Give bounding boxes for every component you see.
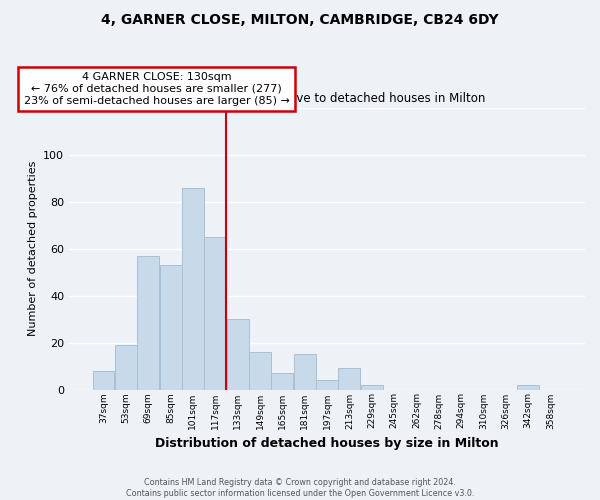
Bar [137, 256, 159, 390]
Bar [271, 373, 293, 390]
X-axis label: Distribution of detached houses by size in Milton: Distribution of detached houses by size … [155, 437, 499, 450]
Bar [182, 188, 204, 390]
Text: Contains HM Land Registry data © Crown copyright and database right 2024.
Contai: Contains HM Land Registry data © Crown c… [126, 478, 474, 498]
Bar [205, 237, 226, 390]
Bar [517, 385, 539, 390]
Y-axis label: Number of detached properties: Number of detached properties [28, 161, 38, 336]
Bar [92, 370, 115, 390]
Bar [249, 352, 271, 390]
Text: 4, GARNER CLOSE, MILTON, CAMBRIDGE, CB24 6DY: 4, GARNER CLOSE, MILTON, CAMBRIDGE, CB24… [101, 12, 499, 26]
Title: Size of property relative to detached houses in Milton: Size of property relative to detached ho… [169, 92, 486, 106]
Bar [115, 345, 137, 390]
Bar [338, 368, 361, 390]
Bar [361, 385, 383, 390]
Bar [294, 354, 316, 390]
Text: 4 GARNER CLOSE: 130sqm
← 76% of detached houses are smaller (277)
23% of semi-de: 4 GARNER CLOSE: 130sqm ← 76% of detached… [23, 72, 290, 106]
Bar [227, 319, 248, 390]
Bar [160, 265, 182, 390]
Bar [316, 380, 338, 390]
